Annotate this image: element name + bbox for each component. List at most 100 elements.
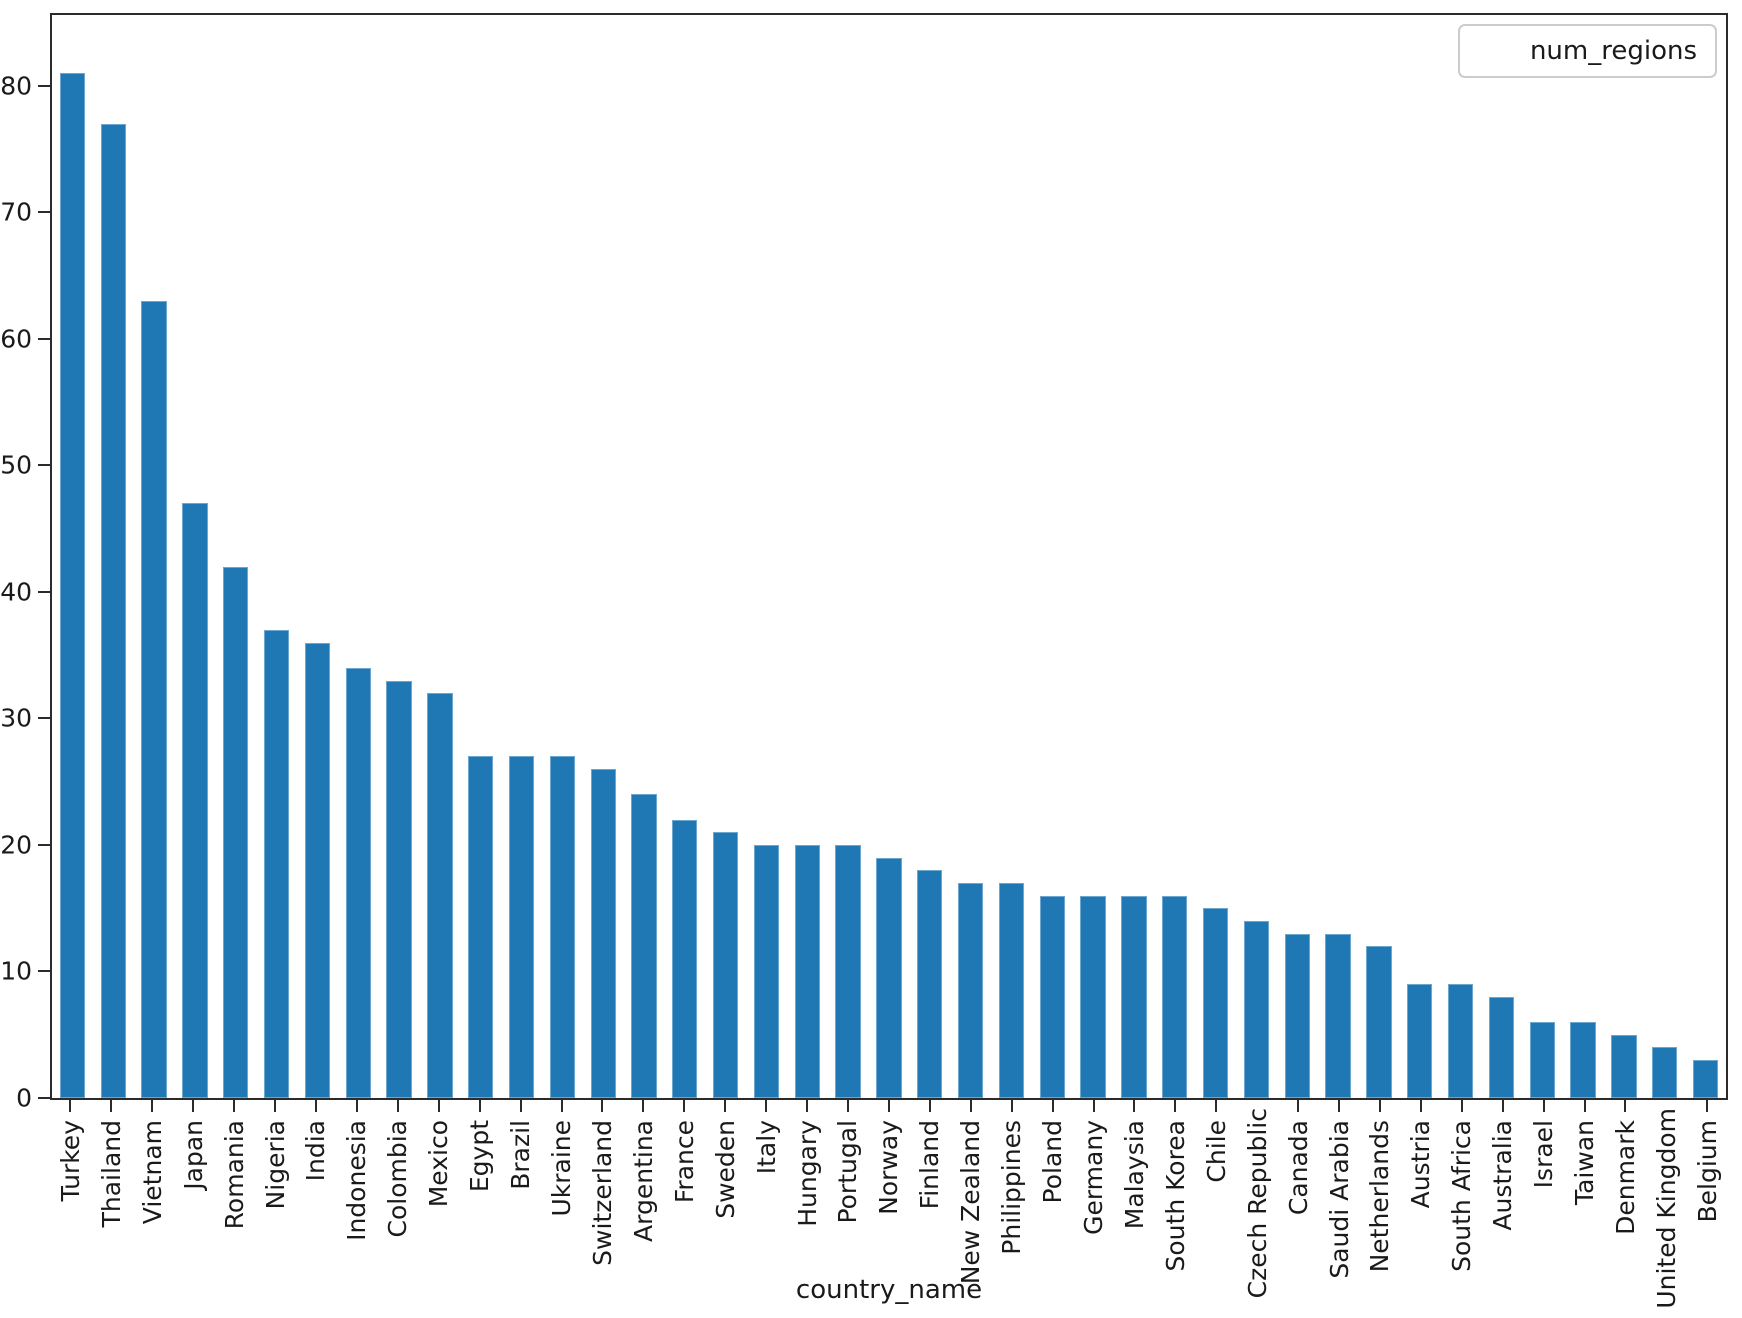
x-tick-mark bbox=[192, 1100, 195, 1112]
x-tick-mark bbox=[928, 1100, 931, 1112]
x-tick-label: Egypt bbox=[465, 1120, 495, 1193]
bar-taiwan bbox=[1570, 1022, 1596, 1098]
bar-france bbox=[672, 819, 698, 1098]
x-tick-label: Austria bbox=[1406, 1120, 1436, 1209]
x-tick-cell: Netherlands bbox=[1360, 1100, 1401, 1285]
x-tick-mark bbox=[1583, 1100, 1586, 1112]
x-tick-label: Nigeria bbox=[260, 1120, 290, 1210]
bar-slot bbox=[297, 15, 338, 1098]
x-tick-cell: Australia bbox=[1482, 1100, 1523, 1285]
x-tick-mark bbox=[846, 1100, 849, 1112]
bar-sweden bbox=[713, 832, 739, 1098]
bar-slot bbox=[787, 15, 828, 1098]
bar-slot bbox=[52, 15, 93, 1098]
bar-slot bbox=[1522, 15, 1563, 1098]
x-tick-mark bbox=[1624, 1100, 1627, 1112]
bar-slot bbox=[950, 15, 991, 1098]
x-tick-cell: Mexico bbox=[418, 1100, 459, 1285]
x-tick-label: Saudi Arabia bbox=[1324, 1120, 1354, 1279]
x-tick-cell: Philippines bbox=[991, 1100, 1032, 1285]
x-tick-label: Poland bbox=[1038, 1120, 1068, 1204]
bar-slot bbox=[1685, 15, 1726, 1098]
x-tick-label: Australia bbox=[1488, 1120, 1518, 1231]
bar-slot bbox=[215, 15, 256, 1098]
legend-label: num_regions bbox=[1529, 36, 1697, 66]
x-tick-label: New Zealand bbox=[956, 1120, 986, 1285]
x-tick-label: Argentina bbox=[628, 1120, 658, 1242]
bar-slot bbox=[338, 15, 379, 1098]
bar-netherlands bbox=[1366, 946, 1392, 1098]
bar-hungary bbox=[794, 844, 820, 1098]
bar-brazil bbox=[508, 756, 535, 1098]
y-tick-label: 20 bbox=[0, 830, 32, 860]
bar-chile bbox=[1202, 908, 1229, 1098]
x-tick-cell: Brazil bbox=[500, 1100, 541, 1285]
x-tick-label: Finland bbox=[915, 1120, 945, 1210]
x-tick-label: Netherlands bbox=[1365, 1120, 1395, 1273]
x-tick-mark bbox=[519, 1100, 522, 1112]
x-tick-mark bbox=[1501, 1100, 1504, 1112]
bar-slot bbox=[1603, 15, 1644, 1098]
y-tick-mark bbox=[38, 717, 50, 720]
bar-belgium bbox=[1692, 1060, 1719, 1098]
x-tick-cell: Portugal bbox=[828, 1100, 869, 1285]
x-tick-mark bbox=[601, 1100, 604, 1112]
x-tick-mark bbox=[1174, 1100, 1177, 1112]
x-tick-mark bbox=[1010, 1100, 1013, 1112]
bar-slot bbox=[1277, 15, 1318, 1098]
x-tick-mark bbox=[560, 1100, 563, 1112]
x-tick-cell: France bbox=[664, 1100, 705, 1285]
x-tick-label: Norway bbox=[874, 1120, 904, 1215]
bar-switzerland bbox=[590, 769, 616, 1098]
x-tick-cell: New Zealand bbox=[950, 1100, 991, 1285]
bar-slot bbox=[991, 15, 1032, 1098]
x-tick-label: Turkey bbox=[55, 1120, 85, 1202]
x-tick-label: Philippines bbox=[997, 1120, 1027, 1255]
x-tick-cell: Hungary bbox=[787, 1100, 828, 1285]
x-tick-cell: Romania bbox=[214, 1100, 255, 1285]
x-tick-cell: Austria bbox=[1400, 1100, 1441, 1285]
x-tick-cell: Germany bbox=[1073, 1100, 1114, 1285]
bar-colombia bbox=[386, 680, 412, 1098]
x-tick-mark bbox=[1215, 1100, 1218, 1112]
bar-indonesia bbox=[345, 667, 371, 1098]
legend-swatch-icon bbox=[1474, 41, 1514, 61]
x-tick-mark bbox=[642, 1100, 645, 1112]
x-tick-cell: South Africa bbox=[1441, 1100, 1482, 1285]
x-tick-mark bbox=[683, 1100, 686, 1112]
bar-malaysia bbox=[1121, 895, 1147, 1098]
x-tick-cell: Nigeria bbox=[255, 1100, 296, 1285]
x-tick-cell: Argentina bbox=[623, 1100, 664, 1285]
x-tick-mark bbox=[233, 1100, 236, 1112]
bar-philippines bbox=[998, 882, 1025, 1098]
x-tick-mark bbox=[437, 1100, 440, 1112]
bar-nigeria bbox=[263, 629, 290, 1098]
x-tick-label: Indonesia bbox=[342, 1120, 372, 1241]
bar-israel bbox=[1529, 1022, 1555, 1098]
bar-australia bbox=[1488, 996, 1515, 1098]
x-tick-cell: Norway bbox=[868, 1100, 909, 1285]
x-tick-label: South Africa bbox=[1447, 1120, 1477, 1272]
x-tick-cell: Turkey bbox=[50, 1100, 91, 1285]
x-tick-cell: Ukraine bbox=[541, 1100, 582, 1285]
x-tick-cell: Poland bbox=[1032, 1100, 1073, 1285]
x-tick-label: Denmark bbox=[1610, 1120, 1640, 1235]
y-tick-label: 0 bbox=[16, 1083, 32, 1113]
bar-ukraine bbox=[549, 756, 575, 1098]
plot-area: 0 10 20 30 40 50 60 70 80 num_regions bbox=[0, 13, 1728, 1111]
bar-slot bbox=[93, 15, 134, 1098]
x-tick-cell: Malaysia bbox=[1114, 1100, 1155, 1285]
bar-slot bbox=[1154, 15, 1195, 1098]
bar-czech-republic bbox=[1243, 920, 1270, 1098]
y-tick-mark bbox=[38, 843, 50, 846]
bar-portugal bbox=[835, 844, 861, 1098]
bar-saudi-arabia bbox=[1325, 933, 1351, 1098]
x-axis-title: country_name bbox=[795, 1275, 983, 1305]
y-tick-mark bbox=[38, 464, 50, 467]
x-tick-label: Sweden bbox=[710, 1120, 740, 1219]
bar-romania bbox=[223, 566, 249, 1098]
x-tick-label: Mexico bbox=[424, 1120, 454, 1208]
x-tick-mark bbox=[1338, 1100, 1341, 1112]
x-tick-cell: Chile bbox=[1196, 1100, 1237, 1285]
